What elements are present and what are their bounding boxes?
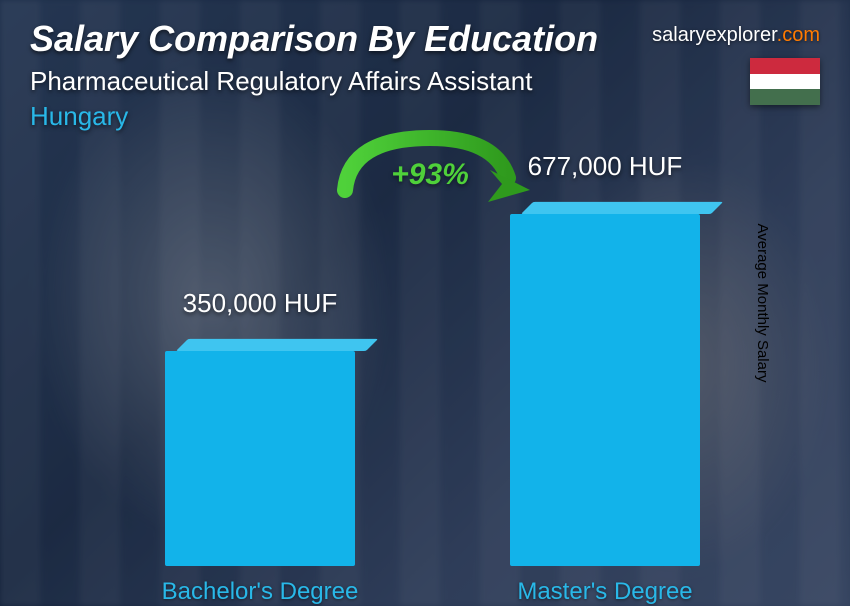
bar-top-face [521,202,723,214]
bar-top-face [176,339,378,351]
brand-suffix: .com [777,24,820,46]
delta-percent: +93% [391,158,469,192]
bar-category-label: Bachelor's Degree [162,578,359,606]
bar-category-label: Master's Degree [517,578,692,606]
bar-group: 677,000 HUFMaster's Degree [495,151,715,566]
bar [510,192,700,566]
chart-area: +93% 350,000 HUFBachelor's Degree677,000… [0,150,850,606]
flag-icon [750,58,820,105]
bar-front-face [510,214,700,566]
header: Salary Comparison By Education Pharmaceu… [30,18,820,132]
bar-value: 677,000 HUF [528,151,683,182]
bar-value: 350,000 HUF [183,288,338,319]
content-area: Salary Comparison By Education Pharmaceu… [0,0,850,606]
brand-name: salaryexplorer [652,24,777,46]
bar-group: 350,000 HUFBachelor's Degree [150,288,370,566]
subtitle: Pharmaceutical Regulatory Affairs Assist… [30,66,820,97]
bar [165,329,355,566]
flag-stripe-1 [750,58,820,74]
bar-front-face [165,351,355,566]
country-label: Hungary [30,101,820,132]
brand-label: salaryexplorer.com [652,24,820,47]
flag-stripe-2 [750,74,820,90]
flag-stripe-3 [750,89,820,105]
